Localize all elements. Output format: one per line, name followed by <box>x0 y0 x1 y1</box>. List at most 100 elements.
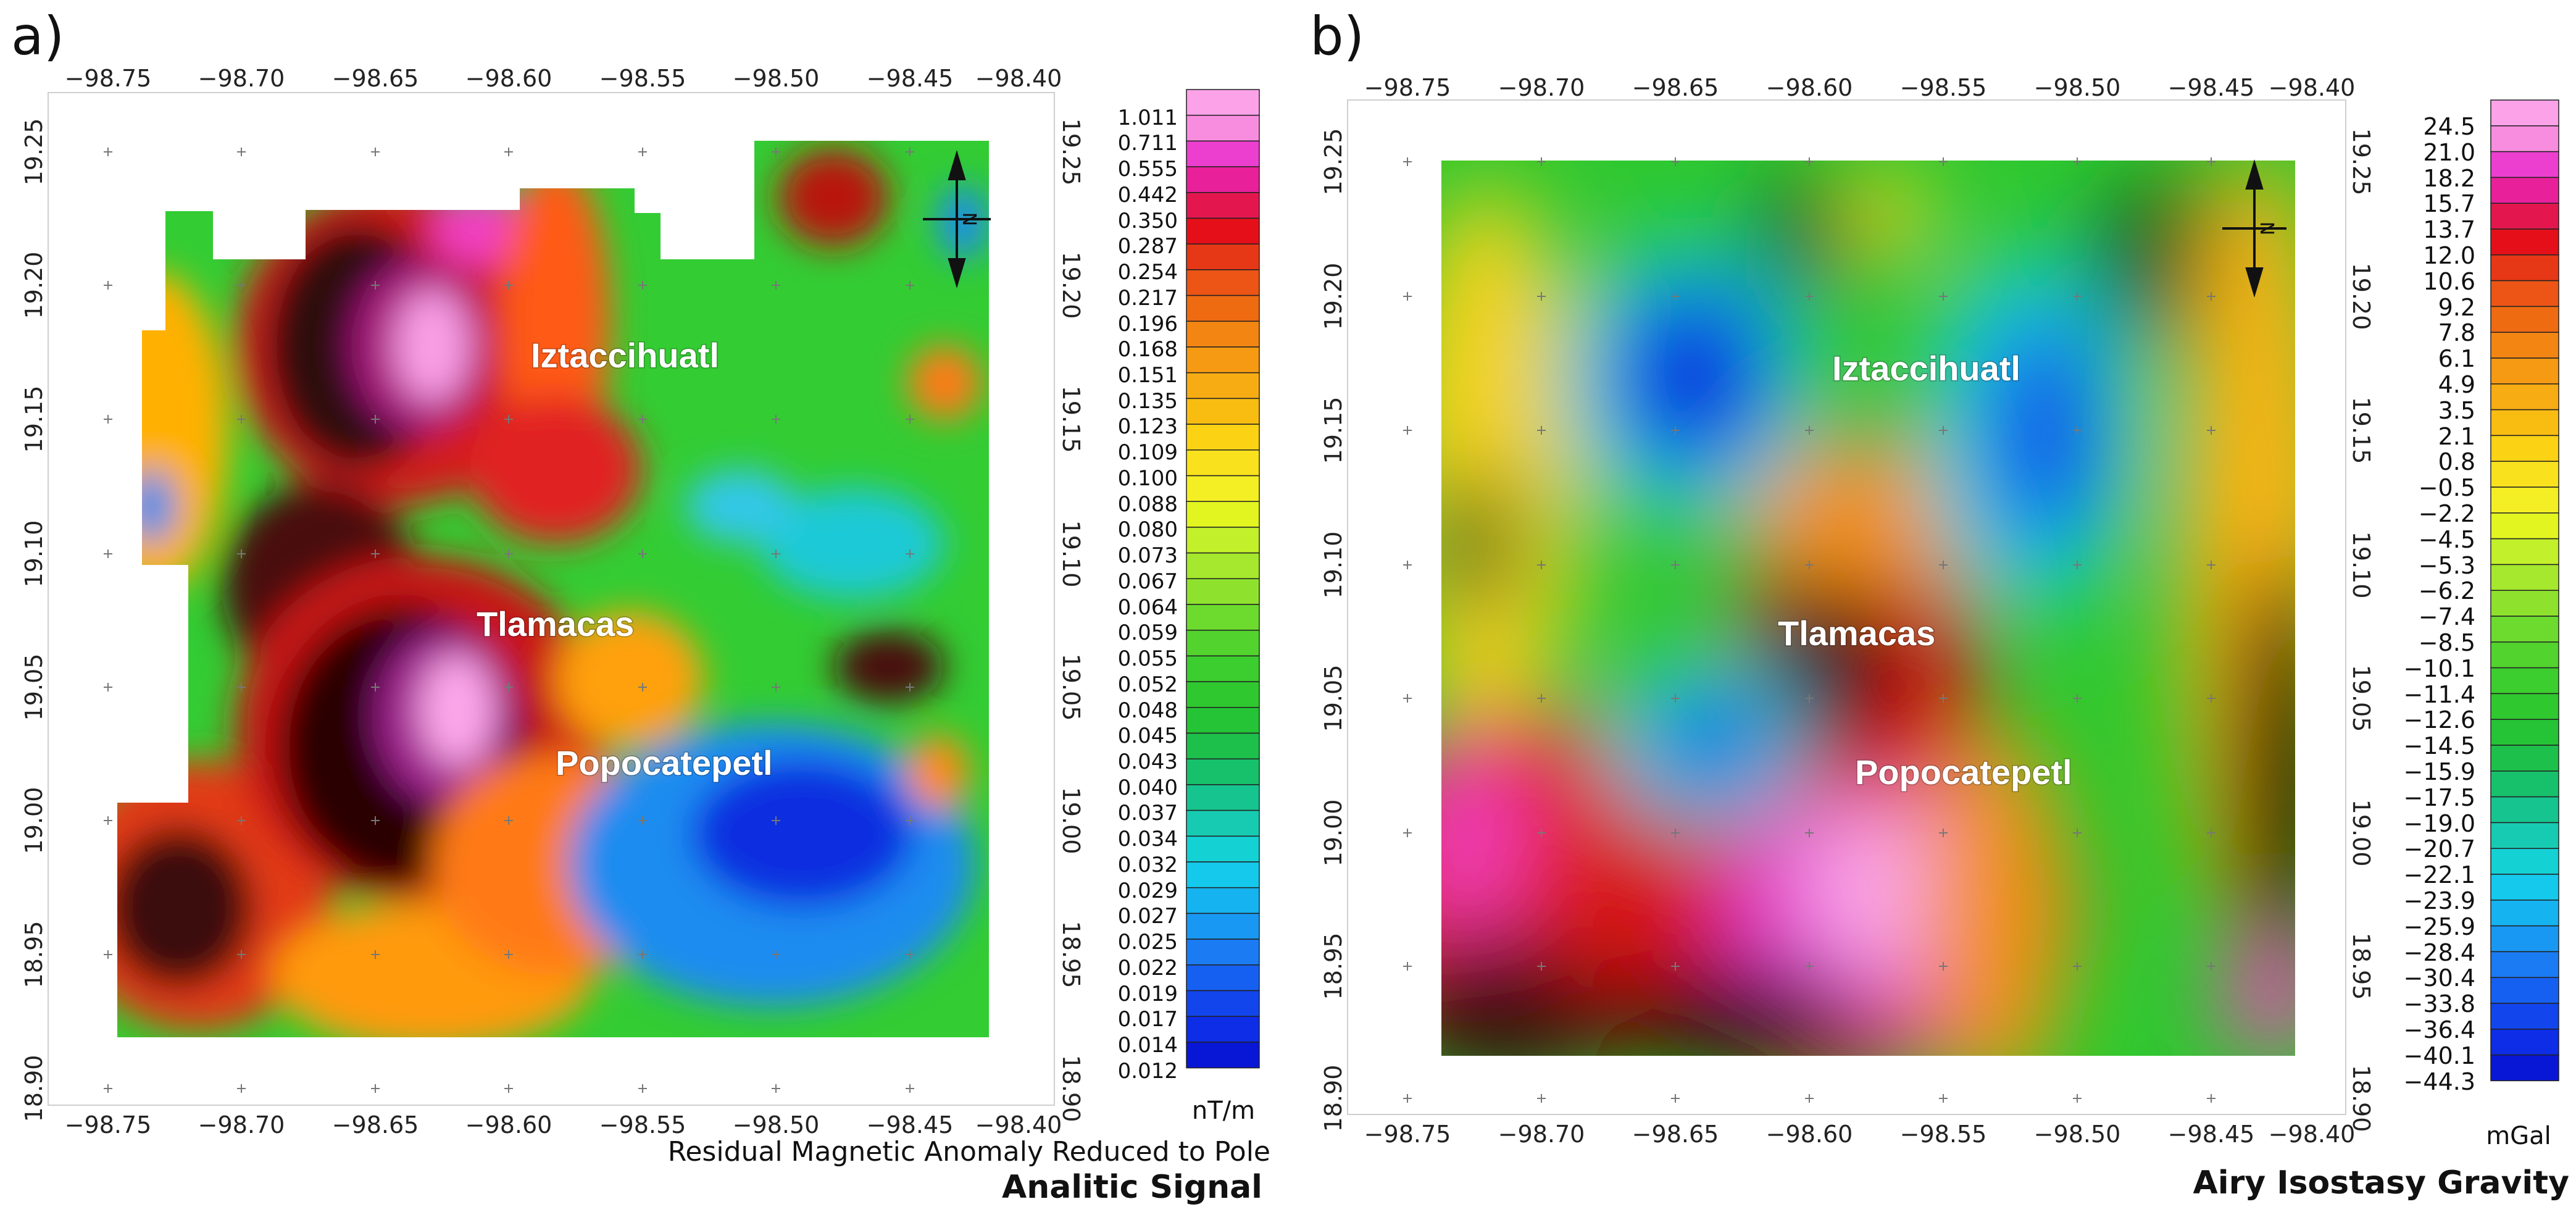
colorbar-swatch <box>1186 475 1260 502</box>
tick-label: 19.25 <box>1057 119 1085 186</box>
colorbar-swatch <box>1186 1016 1260 1043</box>
tick-label: 18.90 <box>2348 1065 2375 1132</box>
tick-label: −98.65 <box>1632 1121 1719 1148</box>
tick-label: 19.10 <box>20 520 48 588</box>
tick-label: 19.00 <box>1057 787 1085 855</box>
gravity-map-b <box>1441 161 2295 1056</box>
colorbar-label: 0.100 <box>1118 466 1178 491</box>
colorbar-label: −12.6 <box>2404 706 2475 733</box>
colorbar-labels-b: 24.5 21.0 18.2 15.7 13.7 12.0 10.6 9.2 7… <box>2404 113 2475 1095</box>
panel-a: a) <box>11 6 1270 1206</box>
colorbar-swatch <box>1186 990 1260 1017</box>
colorbar-label: 0.025 <box>1118 930 1178 955</box>
colorbar-label: −19.0 <box>2404 810 2475 837</box>
map-title-a: Analitic Signal <box>1002 1169 1262 1206</box>
tick-label: −98.55 <box>599 1111 686 1139</box>
tick-label: 19.20 <box>2348 263 2375 330</box>
colorbar-swatch <box>1186 140 1260 167</box>
tick-label: −98.60 <box>1766 74 1853 101</box>
colorbar-label: 0.287 <box>1118 234 1178 259</box>
place-label-popocatepetl: Popocatepetl <box>556 743 773 782</box>
colorbar-label: 0.034 <box>1118 827 1178 851</box>
colorbar-label: 0.123 <box>1118 414 1178 439</box>
colorbar-unit-a: nT/m <box>1192 1097 1255 1125</box>
north-arrow-icon <box>923 150 991 288</box>
colorbar-swatch <box>1186 655 1260 682</box>
colorbar-swatch <box>1186 629 1260 657</box>
colorbar-swatch <box>2490 254 2559 282</box>
colorbar-swatch <box>1186 346 1260 374</box>
colorbar-label: 0.019 <box>1118 982 1178 1006</box>
tick-label: 18.95 <box>2348 933 2375 1000</box>
colorbar-label: 4.9 <box>2438 371 2475 398</box>
colorbar-label: −22.1 <box>2404 861 2475 888</box>
colorbar-label: 0.350 <box>1118 209 1178 233</box>
colorbar-swatch <box>2490 357 2559 385</box>
colorbar-label: 0.022 <box>1118 956 1178 980</box>
colorbar-label: 0.043 <box>1118 750 1178 774</box>
colorbar-swatch <box>1186 887 1260 914</box>
tick-label: −98.75 <box>1364 74 1451 101</box>
colorbar-swatch <box>2490 771 2559 798</box>
tick-label: −98.75 <box>1364 1121 1451 1148</box>
colorbar-label: −28.4 <box>2404 939 2475 966</box>
tick-label: 19.15 <box>2348 397 2375 464</box>
colorbar-swatch <box>1186 398 1260 425</box>
colorbar-label: −33.8 <box>2404 990 2475 1018</box>
colorbar-swatch <box>1186 809 1260 837</box>
colorbar-swatch <box>2490 461 2559 488</box>
colorbar-swatch <box>1186 320 1260 348</box>
colorbar-label: 13.7 <box>2423 216 2475 243</box>
tick-label: −98.70 <box>198 1111 285 1139</box>
y-ticks-right-b: 19.25 19.20 19.15 19.10 19.05 19.00 18.9… <box>2348 128 2375 1132</box>
colorbar-label: 0.032 <box>1118 853 1178 877</box>
north-arrow-icon <box>2222 159 2286 298</box>
colorbar-label: −0.5 <box>2419 474 2475 501</box>
tick-label: 19.25 <box>20 119 48 186</box>
colorbar-swatch <box>2490 951 2559 978</box>
panel-label-b: b) <box>1310 6 1364 67</box>
tick-label: −98.40 <box>975 65 1062 92</box>
tick-label: −98.65 <box>332 1111 419 1139</box>
colorbar-swatch <box>1186 1042 1260 1069</box>
colorbar-label: −4.5 <box>2419 526 2475 553</box>
tick-label: 19.15 <box>20 386 48 453</box>
colorbar-swatch <box>1186 604 1260 631</box>
colorbar-swatch <box>2490 590 2559 617</box>
colorbar-swatch <box>1186 758 1260 785</box>
colorbar-swatch <box>1186 501 1260 528</box>
colorbar-label: 0.048 <box>1118 698 1178 723</box>
tick-label: 19.05 <box>1320 665 1347 732</box>
tick-label: −98.70 <box>1498 74 1585 101</box>
tick-label: −98.40 <box>975 1111 1062 1139</box>
north-label: N <box>958 212 980 226</box>
tick-label: 19.25 <box>1320 128 1347 196</box>
place-label-tlamacas: Tlamacas <box>1778 614 1935 653</box>
colorbar-label: 6.1 <box>2438 345 2475 372</box>
tick-label: −98.55 <box>599 65 686 92</box>
colorbar-swatch <box>1186 243 1260 270</box>
colorbar-label: 0.017 <box>1118 1007 1178 1032</box>
colorbar-label: 24.5 <box>2423 113 2475 140</box>
colorbar-label: 0.055 <box>1118 646 1178 671</box>
tick-label: −98.55 <box>1900 74 1987 101</box>
colorbar-label: 0.254 <box>1118 260 1178 285</box>
tick-label: −98.45 <box>2168 1121 2255 1148</box>
colorbar-swatch <box>1186 269 1260 296</box>
map-frame-b <box>1347 99 2346 1115</box>
colorbar-swatch <box>2490 822 2559 849</box>
tick-label: 19.05 <box>20 654 48 721</box>
colorbar-label: −44.3 <box>2404 1068 2475 1095</box>
x-ticks-bottom-b: −98.75 −98.70 −98.65 −98.60 −98.55 −98.5… <box>1364 1121 2356 1148</box>
y-ticks-right-a: 19.25 19.20 19.15 19.10 19.05 19.00 18.9… <box>1057 119 1085 1122</box>
colorbar-label: 0.442 <box>1118 183 1178 207</box>
colorbar-swatch <box>1186 449 1260 477</box>
colorbar-swatch <box>2490 1054 2559 1082</box>
tick-label: −98.50 <box>2034 74 2121 101</box>
tick-label: 19.00 <box>2348 800 2375 867</box>
tick-label: 19.20 <box>20 252 48 319</box>
tick-label: 19.10 <box>2348 532 2375 599</box>
colorbar-label: 0.135 <box>1118 389 1178 414</box>
colorbar-label: −23.9 <box>2404 887 2475 914</box>
tick-label: 19.20 <box>1320 263 1347 330</box>
